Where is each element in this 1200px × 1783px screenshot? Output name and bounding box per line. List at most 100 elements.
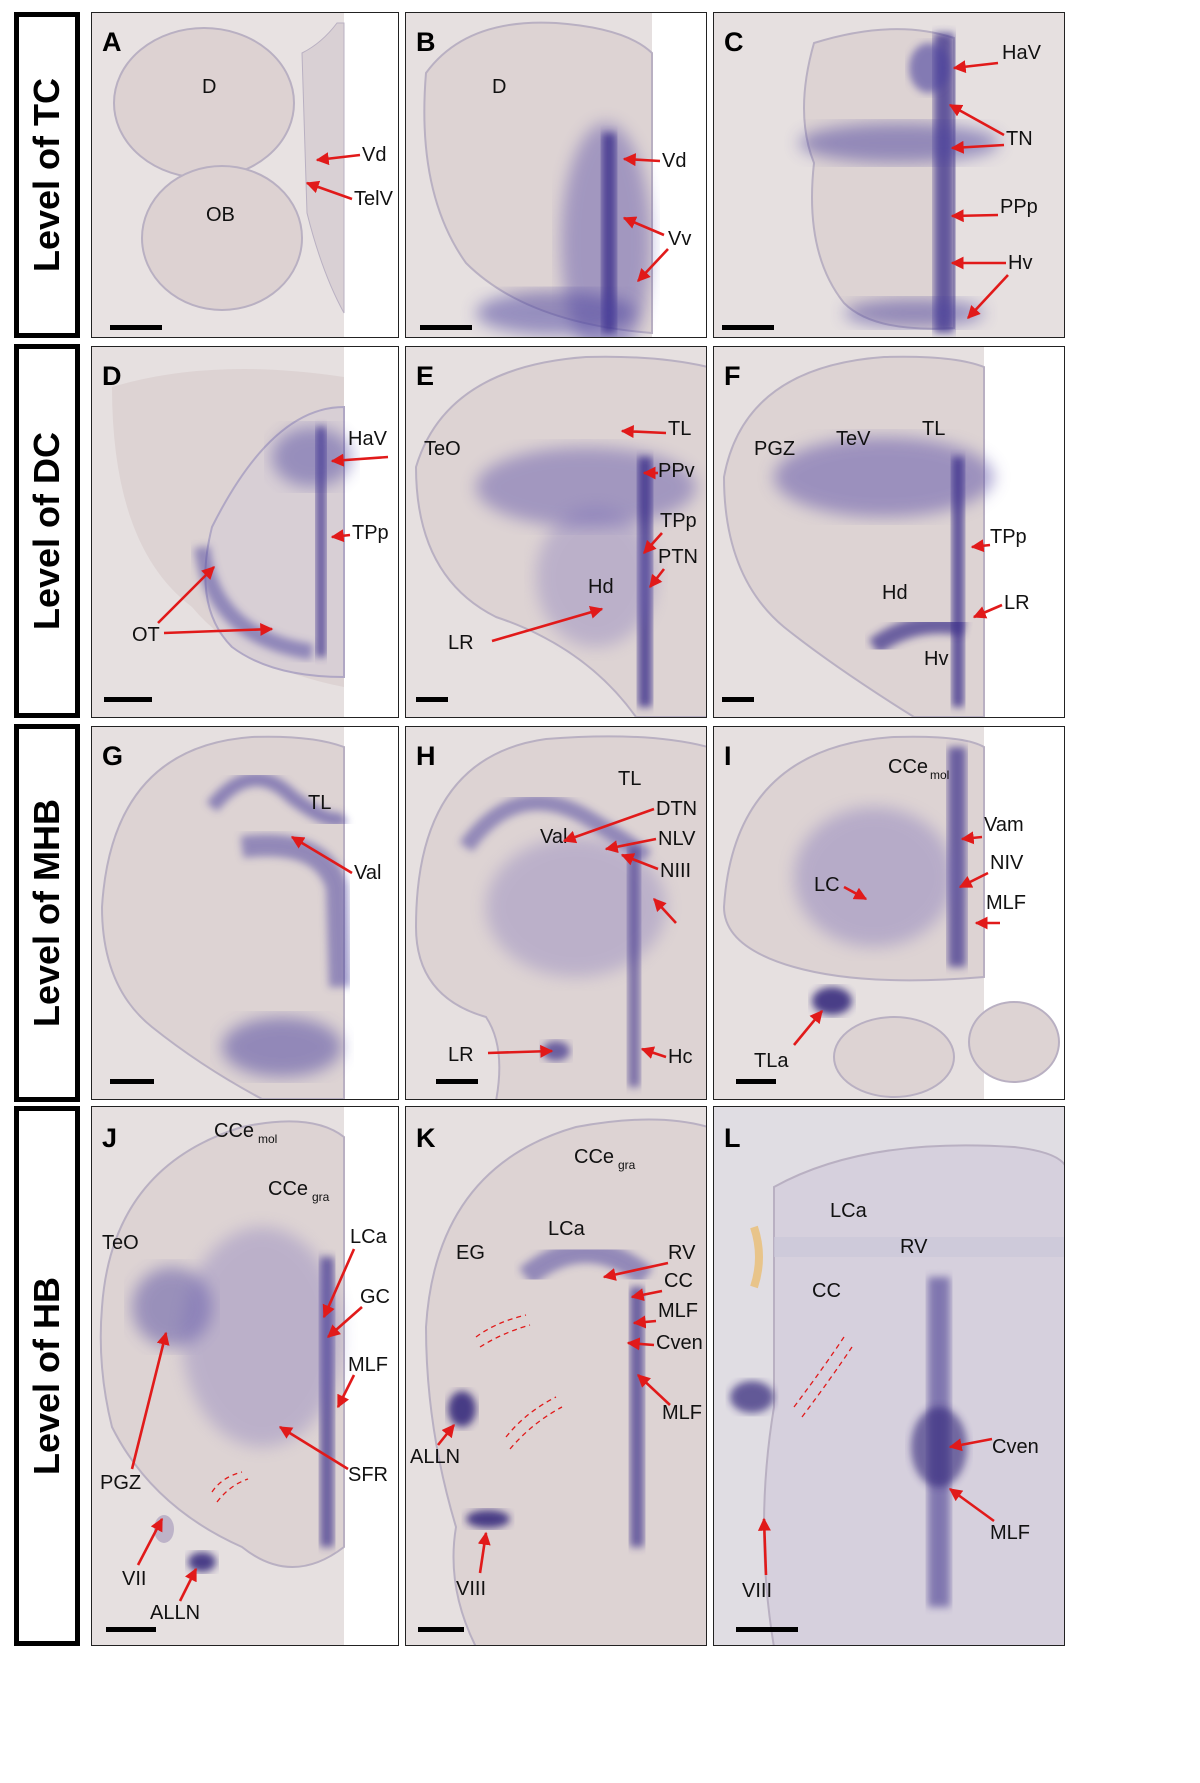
region-label: TN (1006, 128, 1033, 150)
annotation-arrow (843, 885, 868, 901)
panel-letter: F (724, 361, 741, 391)
tissue-section (113, 27, 295, 179)
scale-bar (418, 1627, 464, 1632)
annotation-arrow (648, 568, 666, 589)
annotation-arrow (322, 1248, 356, 1319)
scale-bar (104, 697, 152, 702)
panel-letter: A (102, 27, 122, 57)
annotation-arrow (950, 209, 999, 223)
panel-b: B D Vd Vv (405, 12, 707, 338)
panel-letter: D (102, 361, 122, 391)
annotation-arrow (620, 425, 667, 439)
panel-a: A D OB Vd TelV (91, 12, 399, 338)
region-label: TeV (836, 428, 871, 450)
region-label: LR (448, 1044, 474, 1066)
annotation-arrow (491, 606, 604, 643)
panel-letter: L (724, 1123, 741, 1153)
region-label: MLF (658, 1300, 698, 1322)
annotation-arrow (948, 1437, 993, 1452)
region-label: CCe (268, 1178, 308, 1200)
region-label: SFR (348, 1464, 388, 1486)
panel-d: D HaV TPp OT (91, 346, 399, 718)
annotation-arrow (290, 835, 353, 875)
annotation-arrow (330, 453, 389, 467)
region-label: RV (668, 1242, 696, 1264)
annotation-arrow (948, 103, 1005, 137)
panel-letter: H (416, 741, 436, 771)
annotation-arrow (487, 1044, 554, 1058)
tissue-section (763, 1144, 1064, 1645)
region-label: EG (456, 1242, 485, 1264)
scale-bar (736, 1627, 798, 1632)
region-label: VIII (742, 1580, 772, 1602)
panel-letter: E (416, 361, 434, 391)
panel-letter: C (724, 27, 744, 57)
region-label-subscript: gra (312, 1190, 330, 1204)
region-label: DTN (656, 798, 697, 820)
annotation-arrow (952, 60, 999, 74)
region-label: MLF (986, 892, 1026, 914)
scale-bar (436, 1079, 478, 1084)
tissue-section (100, 735, 345, 1099)
region-label: D (492, 76, 506, 98)
tissue-section (424, 1118, 706, 1645)
panel-k: K CCe gra EG LCa RV CC MLF Cven MLF ALLN… (405, 1106, 707, 1646)
annotation-arrow (602, 1261, 669, 1281)
annotation-arrow (626, 1337, 655, 1351)
region-label: TLa (754, 1050, 789, 1072)
region-label: NIV (990, 852, 1024, 874)
region-label: Hd (588, 576, 614, 598)
region-label: OB (206, 204, 235, 226)
annotation-arrow (960, 831, 983, 845)
annotation-arrow (130, 1331, 170, 1470)
region-label: Hc (668, 1046, 692, 1068)
panel-l: L LCa RV CC Cven MLF VIII (713, 1106, 1065, 1646)
region-label: HaV (1002, 42, 1042, 64)
region-label-subscript: mol (258, 1132, 277, 1146)
region-label: NIII (660, 860, 691, 882)
region-label: TPp (352, 522, 389, 544)
annotation-arrow (637, 1374, 671, 1406)
scale-bar (736, 1079, 776, 1084)
region-label: Vd (362, 144, 386, 166)
region-label: LR (448, 632, 474, 654)
region-label: LCa (350, 1226, 388, 1248)
scale-bar (106, 1627, 156, 1632)
annotation-arrow (630, 1288, 663, 1302)
region-label: Cven (656, 1332, 703, 1354)
region-label: LCa (830, 1200, 868, 1222)
region-label: Vd (662, 150, 686, 172)
row-label-text: Level of HB (26, 1276, 67, 1476)
panel-h: H TL Val DTN NLV NIII LR Hc (405, 726, 707, 1100)
region-label: CC (664, 1270, 693, 1292)
panel-e: E TeO TL PPv TPp PTN Hd LR (405, 346, 707, 718)
annotation-arrow (972, 603, 1003, 619)
panel-letter: G (102, 741, 123, 771)
annotation-arrow (436, 1423, 456, 1446)
region-label: PPp (1000, 196, 1038, 218)
annotation-arrow (637, 248, 669, 282)
row-label-dc: Level of DC (14, 344, 80, 718)
annotation-arrow (157, 566, 215, 624)
annotation-arrow (620, 853, 659, 871)
annotation-arrow (477, 1531, 491, 1574)
region-label: TL (668, 418, 691, 440)
region-label-subscript: mol (930, 768, 949, 782)
annotation-arrow (278, 1425, 349, 1471)
region-label: CC (812, 1280, 841, 1302)
region-label: NLV (658, 828, 696, 850)
annotation-arrow (305, 180, 353, 201)
region-label: TL (618, 768, 641, 790)
annotation-arrow (315, 152, 361, 166)
annotation-arrow (792, 1009, 824, 1046)
panel-f: F PGZ TeV TL TPp Hd LR Hv (713, 346, 1065, 718)
region-label: MLF (990, 1522, 1030, 1544)
region-label: VII (122, 1568, 146, 1590)
region-label: Hv (1008, 252, 1032, 274)
annotation-arrow (336, 1374, 356, 1409)
region-label: LC (814, 874, 840, 896)
panel-j: J CCe mol CCe gra TeO LCa GC MLF PGZ SFR… (91, 1106, 399, 1646)
annotation-arrow (967, 274, 1009, 319)
row-label-tc: Level of TC (14, 12, 80, 338)
scale-bar (110, 1079, 154, 1084)
